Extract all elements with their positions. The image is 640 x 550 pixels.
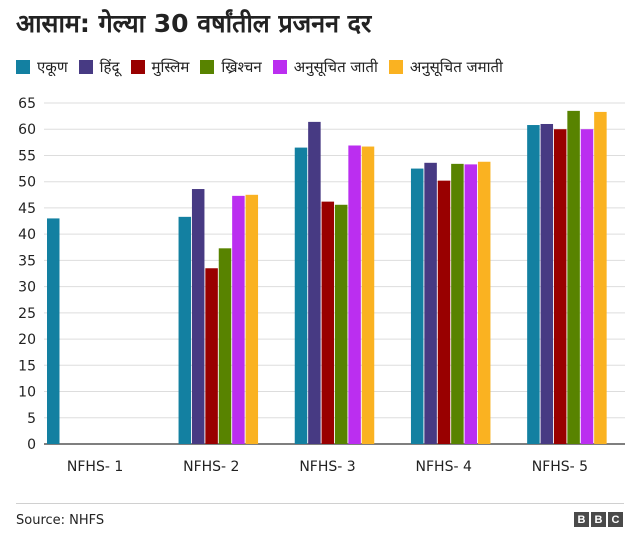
bar <box>348 145 361 445</box>
legend-label-scheduled-tribe: अनुसूचित जमाती <box>409 58 503 76</box>
legend-label-muslim: मुस्लिम <box>151 58 190 76</box>
bbc-logo: B B C <box>574 512 623 527</box>
legend-label-christian: ख्रिश्चन <box>221 58 262 76</box>
legend-swatch-total <box>16 60 30 74</box>
bar <box>553 129 567 444</box>
y-tick-label: 40 <box>18 227 36 243</box>
y-tick-label: 50 <box>18 175 36 191</box>
bar <box>308 121 321 444</box>
bar <box>410 168 424 445</box>
chart-legend: एकूण हिंदू मुस्लिम ख्रिश्चन अनुसूचित जात… <box>16 57 630 77</box>
legend-label-hindu: हिंदू <box>99 58 120 76</box>
x-tick-label: NFHS- 1 <box>67 459 123 475</box>
y-tick-label: 5 <box>27 411 36 427</box>
bar <box>191 189 205 444</box>
legend-swatch-muslim <box>130 60 145 74</box>
legend-item-total: एकूण <box>16 57 68 77</box>
bar <box>477 161 491 444</box>
legend-item-hindu: हिंदू <box>78 57 120 77</box>
y-tick-label: 55 <box>18 148 36 164</box>
y-tick-label: 25 <box>18 306 36 322</box>
bar <box>540 123 554 444</box>
bar <box>178 216 192 444</box>
legend-item-scheduled-tribe: अनुसूचित जमाती <box>388 57 503 77</box>
legend-item-scheduled-caste: अनुसूचित जाती <box>272 57 378 77</box>
bar <box>527 125 540 444</box>
legend-label-scheduled-caste: अनुसूचित जाती <box>293 58 378 76</box>
y-tick-label: 60 <box>18 122 36 138</box>
bar <box>294 147 308 445</box>
legend-item-muslim: मुस्लिम <box>130 57 190 77</box>
legend-swatch-scheduled-tribe <box>388 60 403 74</box>
legend-swatch-hindu <box>78 60 93 74</box>
bar <box>424 162 437 444</box>
bbc-logo-letter: B <box>574 512 589 527</box>
y-tick-label: 0 <box>27 437 36 453</box>
x-tick-label: NFHS- 5 <box>532 459 588 475</box>
chart-title: आसाम: गेल्या 30 वर्षांतील प्रजनन दर <box>16 9 372 38</box>
bar <box>245 194 259 444</box>
bar <box>594 111 607 445</box>
x-tick-label: NFHS- 3 <box>299 459 355 475</box>
bar <box>464 164 478 444</box>
bar <box>232 195 245 444</box>
x-tick-label: NFHS- 4 <box>416 459 472 475</box>
bar <box>218 248 232 444</box>
bar <box>205 268 218 444</box>
bar <box>361 146 375 444</box>
y-tick-label: 65 <box>18 96 36 112</box>
y-tick-label: 30 <box>18 280 36 296</box>
y-tick-label: 20 <box>18 332 36 348</box>
bar <box>580 129 594 444</box>
bar <box>334 204 348 444</box>
legend-swatch-scheduled-caste <box>272 60 287 74</box>
y-tick-label: 45 <box>18 201 36 217</box>
bbc-logo-letter: B <box>591 512 606 527</box>
bar <box>567 110 580 444</box>
legend-item-christian: ख्रिश्चन <box>200 57 262 77</box>
y-tick-label: 35 <box>18 253 36 269</box>
y-tick-label: 10 <box>18 385 36 401</box>
bar <box>437 180 451 445</box>
bar <box>321 201 335 444</box>
y-tick-label: 15 <box>18 358 36 374</box>
source-note: Source: NHFS <box>16 513 105 528</box>
x-tick-label: NFHS- 2 <box>183 459 239 475</box>
bar <box>47 218 60 444</box>
footer-divider <box>16 503 624 504</box>
legend-swatch-christian <box>200 60 215 74</box>
bbc-logo-letter: C <box>608 512 623 527</box>
bar-chart: 0 5 10 15 20 25 30 35 40 45 50 55 60 65 NFHS- 1 NFHS- 2… <box>18 96 625 475</box>
bar <box>451 163 464 444</box>
legend-label-total: एकूण <box>37 58 68 76</box>
